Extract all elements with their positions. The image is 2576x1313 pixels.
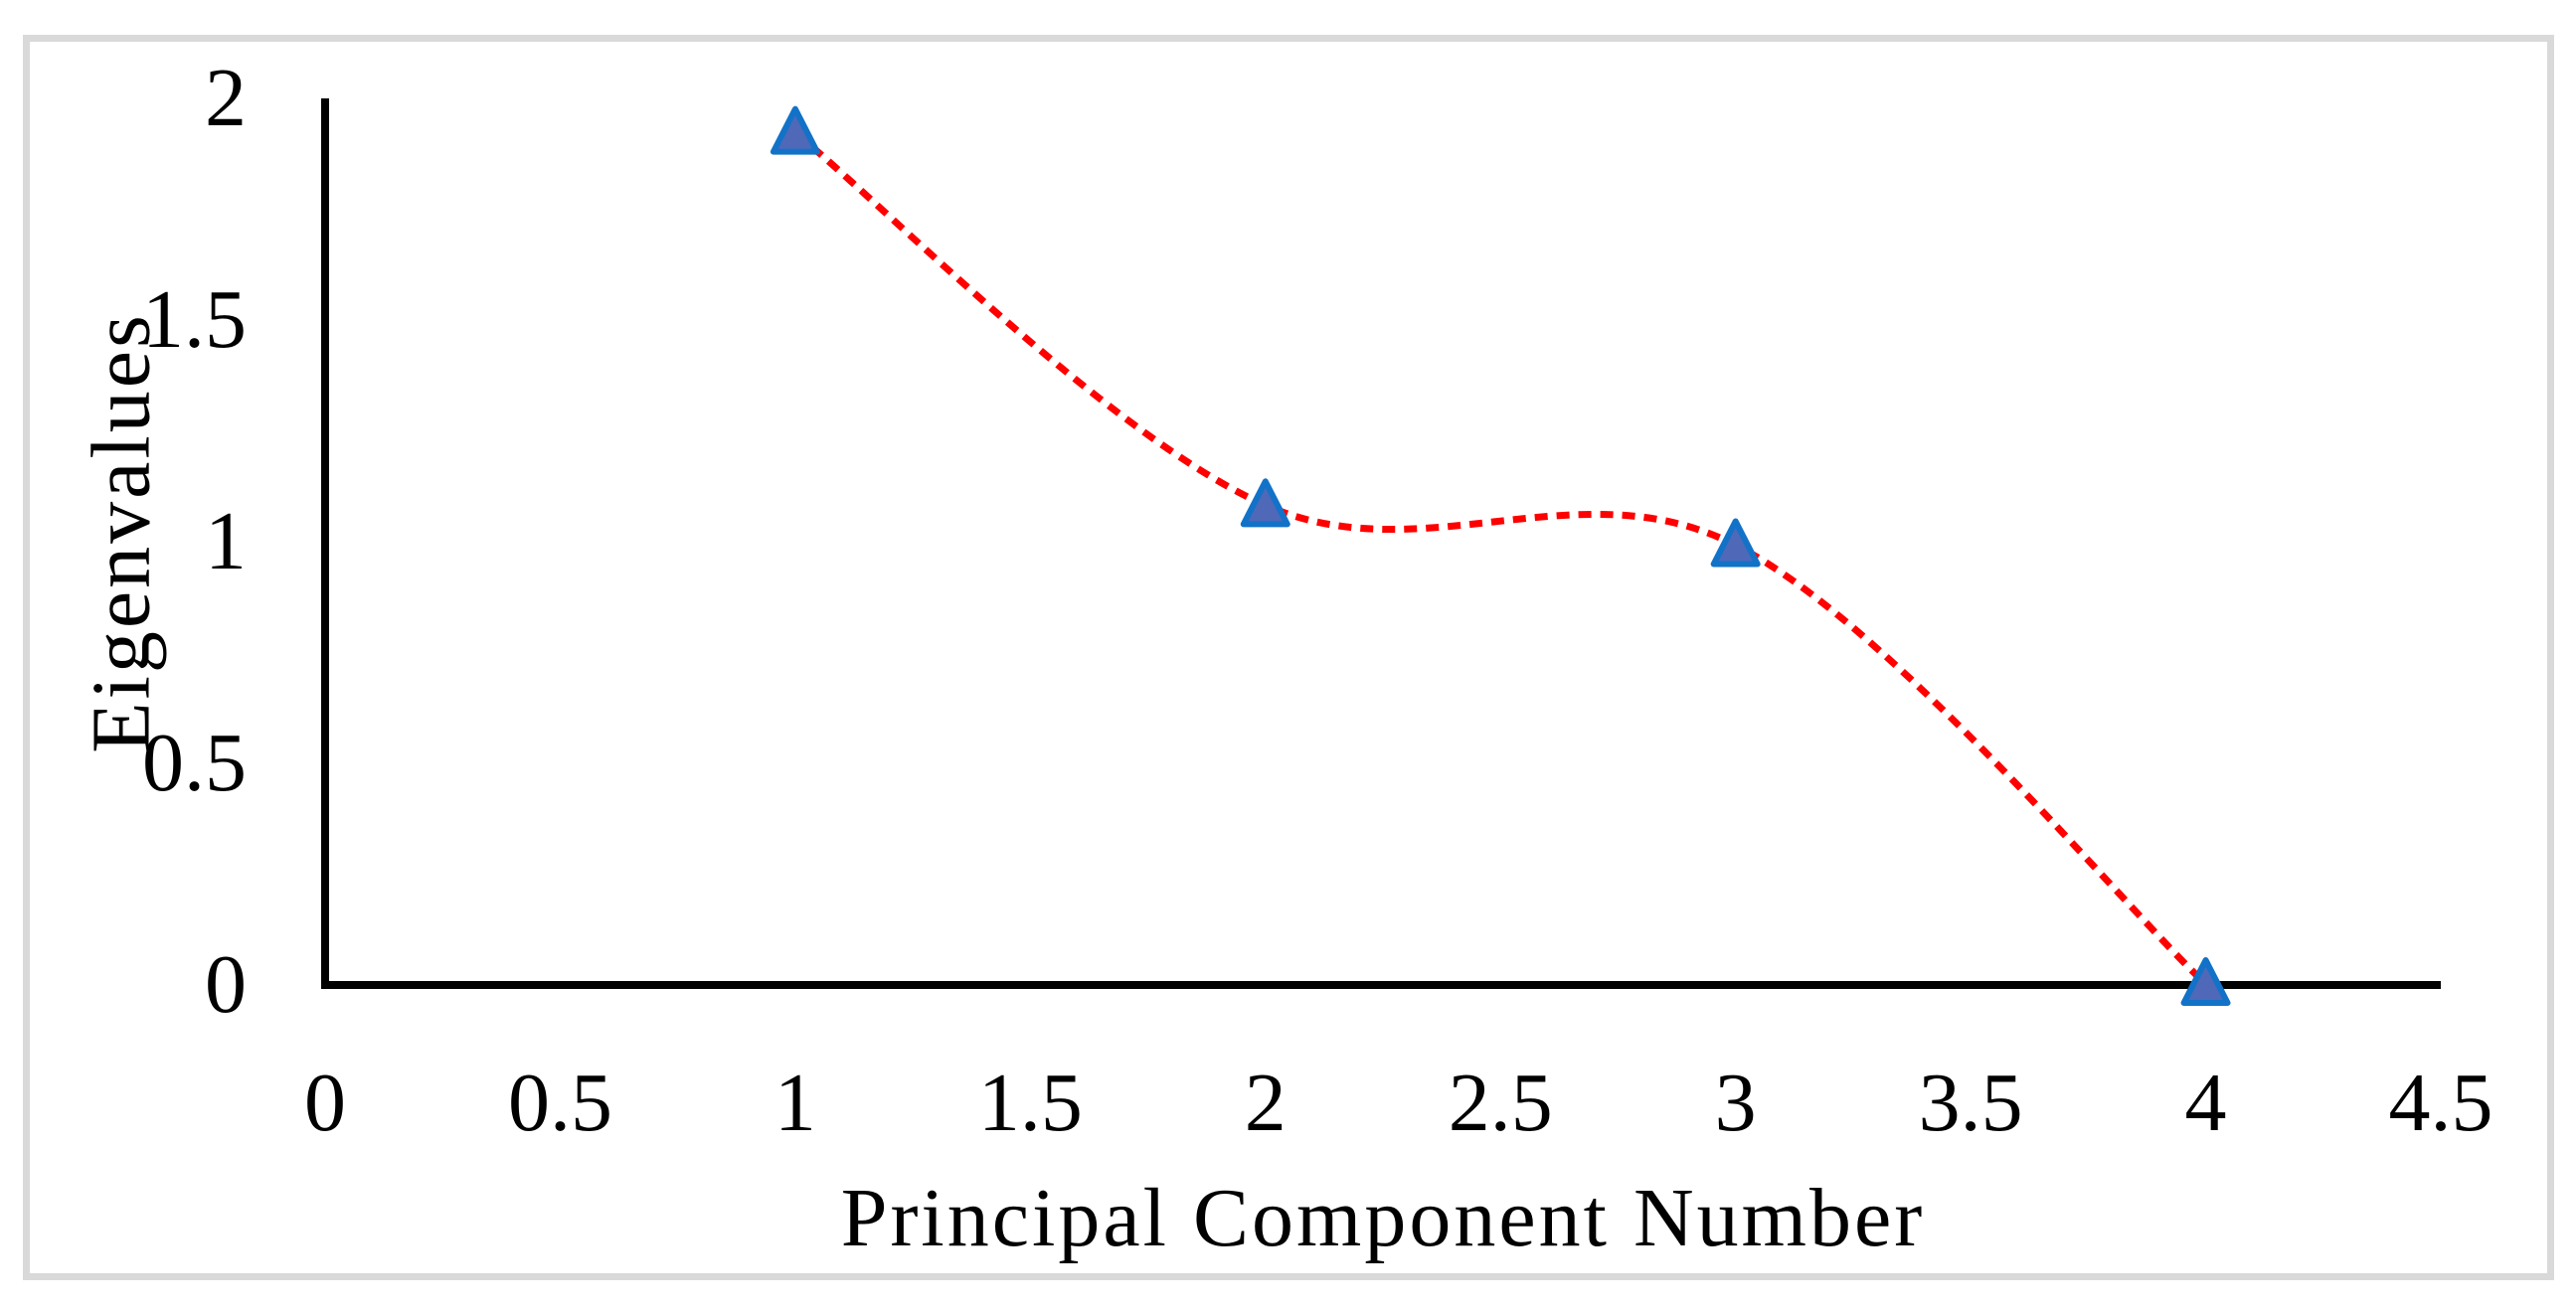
data-point-markers	[770, 105, 2231, 1006]
y-axis-tick-label: 0.5	[142, 717, 247, 809]
data-point-marker	[770, 105, 820, 155]
data-point-marker	[1710, 518, 1761, 568]
x-axis-tick-label: 4	[2185, 1057, 2227, 1149]
y-axis-tick-label: 1.5	[142, 273, 247, 366]
data-point-marker	[1240, 478, 1290, 528]
y-axis-title: Eigenvalues	[76, 312, 168, 753]
scree-line	[792, 129, 2208, 987]
x-axis-tick-label: 2.5	[1449, 1057, 1553, 1149]
y-axis-tick-label: 2	[205, 52, 247, 144]
x-axis-tick-label: 1	[774, 1057, 816, 1149]
figure-border	[23, 35, 2554, 1280]
x-axis-tick-label: 0	[304, 1057, 346, 1149]
x-axis-title: Principal Component Number	[841, 1172, 1926, 1264]
eigenvalue-curve	[792, 129, 2208, 987]
axis-tick-labels: 0 0.5 1 1.5 2 2.5 3 3.5 4 4.5 0 0.5 1 1.5 2	[142, 52, 2493, 1149]
x-axis-tick-label: 2	[1245, 1057, 1287, 1149]
y-axis-tick-label: 1	[205, 495, 247, 587]
x-axis-tick-label: 3	[1715, 1057, 1757, 1149]
data-point-marker	[2180, 957, 2231, 1006]
x-axis-tick-label: 0.5	[508, 1057, 612, 1149]
y-axis-tick-label: 0	[205, 938, 247, 1031]
x-axis-tick-label: 3.5	[1919, 1057, 2023, 1149]
x-axis-tick-label: 1.5	[978, 1057, 1083, 1149]
x-axis-tick-label: 4.5	[2389, 1057, 2493, 1149]
